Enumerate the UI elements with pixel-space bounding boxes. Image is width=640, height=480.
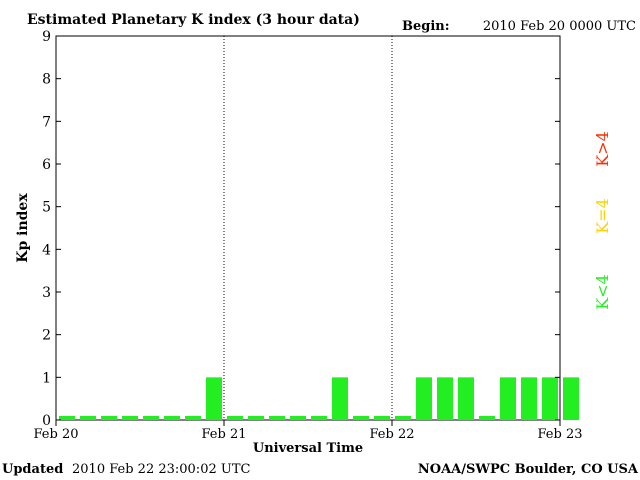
y-tick-label: 5 [42, 200, 51, 216]
y-axis-label: Kp index [15, 193, 31, 263]
kp-bar [248, 416, 264, 420]
kp-bar [500, 377, 516, 420]
y-tick-label: 8 [42, 72, 51, 88]
legend: K>4 K=4 K<4 [593, 131, 612, 310]
x-axis-ticks: Feb 20 Feb 21 Feb 22 Feb 23 [34, 420, 583, 442]
kp-bar [374, 416, 390, 420]
kp-bar [416, 377, 432, 420]
x-axis-label: Universal Time [253, 441, 363, 456]
updated-label: Updated [2, 462, 63, 477]
kp-bar [395, 416, 411, 420]
kp-bar [353, 416, 369, 420]
kp-bar [143, 416, 159, 420]
y-tick-label: 7 [42, 114, 51, 130]
kp-bar [311, 416, 327, 420]
kp-bar [437, 377, 453, 420]
begin-value: 2010 Feb 20 0000 UTC [483, 19, 636, 34]
y-tick-label: 9 [42, 29, 51, 45]
kp-bars [59, 377, 579, 420]
y-tick-label: 3 [42, 285, 51, 301]
y-tick-label: 0 [42, 413, 51, 429]
kp-bar [269, 416, 285, 420]
kp-bar [164, 416, 180, 420]
y-tick-label: 2 [42, 328, 51, 344]
kp-bar [332, 377, 348, 420]
kp-bar [290, 416, 306, 420]
x-tick-label: Feb 20 [34, 427, 79, 442]
x-tick-label: Feb 23 [538, 427, 583, 442]
y-axis-ticks: 0 1 2 3 4 5 6 7 8 9 [42, 29, 560, 429]
legend-k-greater-4: K>4 [593, 131, 612, 167]
kp-bar [479, 416, 495, 420]
kp-bar [542, 377, 558, 420]
updated-value: 2010 Feb 22 23:00:02 UTC [72, 462, 250, 477]
day-separators [223, 36, 393, 420]
y-tick-label: 1 [42, 370, 51, 386]
kp-bar [458, 377, 474, 420]
y-tick-label: 4 [42, 242, 51, 258]
x-tick-label: Feb 22 [370, 427, 415, 442]
kp-bar [563, 377, 579, 420]
kp-bar [206, 377, 222, 420]
begin-label: Begin: [402, 19, 450, 34]
kp-bar [185, 416, 201, 420]
legend-k-equal-4: K=4 [593, 198, 612, 234]
legend-k-less-4: K<4 [593, 274, 612, 310]
kp-bar [122, 416, 138, 420]
kp-bar [80, 416, 96, 420]
kp-bar [59, 416, 75, 420]
chart-title: Estimated Planetary K index (3 hour data… [27, 12, 360, 28]
y-tick-label: 6 [42, 157, 51, 173]
credit: NOAA/SWPC Boulder, CO USA [418, 462, 639, 477]
kp-bar [521, 377, 537, 420]
plot-frame [55, 35, 561, 421]
kp-bar [227, 416, 243, 420]
x-tick-label: Feb 21 [202, 427, 247, 442]
kp-bar [101, 416, 117, 420]
